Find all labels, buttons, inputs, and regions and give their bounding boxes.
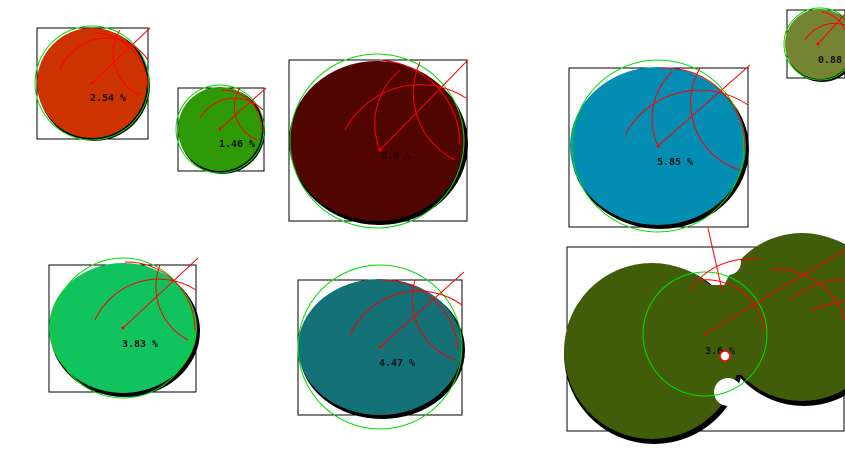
blob-7-percentage: 4.47 % bbox=[379, 358, 415, 369]
blob-5: 0.88 bbox=[783, 7, 845, 82]
blob-2: 1.46 % bbox=[175, 84, 267, 174]
blob-8-center-dot bbox=[703, 332, 707, 336]
blob-7-fit-circle bbox=[297, 264, 463, 430]
blob-6-percentage: 3.83 % bbox=[122, 339, 158, 350]
blob-6: 3.83 % bbox=[48, 257, 200, 399]
blob-5-body bbox=[785, 9, 845, 79]
blob-8-construction-arcs bbox=[689, 227, 845, 335]
blob-4-construction-arcs bbox=[624, 64, 751, 171]
blob-2-construction-arcs bbox=[199, 87, 267, 141]
blob-4-percentage: 5.85 % bbox=[657, 157, 693, 168]
blob-5-percentage: 0.88 bbox=[818, 55, 842, 66]
blob-2-fit-circle bbox=[175, 84, 265, 174]
blob-8: 3.6 % bbox=[564, 227, 845, 444]
blob-3-percentage: 0.0 % bbox=[381, 151, 411, 162]
blob-1-fit-circle bbox=[34, 25, 150, 141]
blob-1: 2.54 % bbox=[34, 25, 151, 141]
blob-6-fit-circle bbox=[52, 257, 194, 399]
blob-6-center-dot bbox=[121, 326, 125, 330]
blob-6-construction-arcs bbox=[94, 257, 199, 341]
blob-1-percentage: 2.54 % bbox=[90, 93, 126, 104]
blob-4-fit-circle bbox=[571, 59, 745, 233]
blob-2-percentage: 1.46 % bbox=[219, 139, 255, 150]
blob-7-construction-arcs bbox=[349, 271, 465, 361]
blob-8-fit-circle bbox=[642, 271, 768, 397]
blob-5-center-dot bbox=[816, 42, 820, 46]
blob-3-fit-circle bbox=[289, 53, 465, 229]
blob-3-center-dot bbox=[378, 148, 382, 152]
blob-3-construction-arcs bbox=[344, 59, 469, 161]
blob-1-construction-arcs bbox=[59, 27, 151, 96]
blob-4: 5.85 % bbox=[568, 59, 751, 233]
blob-5-construction-arcs bbox=[804, 11, 845, 45]
blob-2-center-dot bbox=[218, 127, 222, 131]
blob-8-body bbox=[564, 233, 845, 439]
blob-4-center-dot bbox=[656, 144, 660, 148]
blob-5-fit-circle bbox=[783, 7, 845, 81]
blob-7-center-dot bbox=[378, 345, 382, 349]
blob-3: 0.0 % bbox=[288, 53, 469, 229]
blob-8-marker bbox=[719, 350, 731, 362]
blob-1-center-dot bbox=[90, 81, 94, 85]
blob-7: 4.47 % bbox=[297, 264, 465, 430]
blob-8-percentage: 3.6 % bbox=[705, 346, 735, 357]
